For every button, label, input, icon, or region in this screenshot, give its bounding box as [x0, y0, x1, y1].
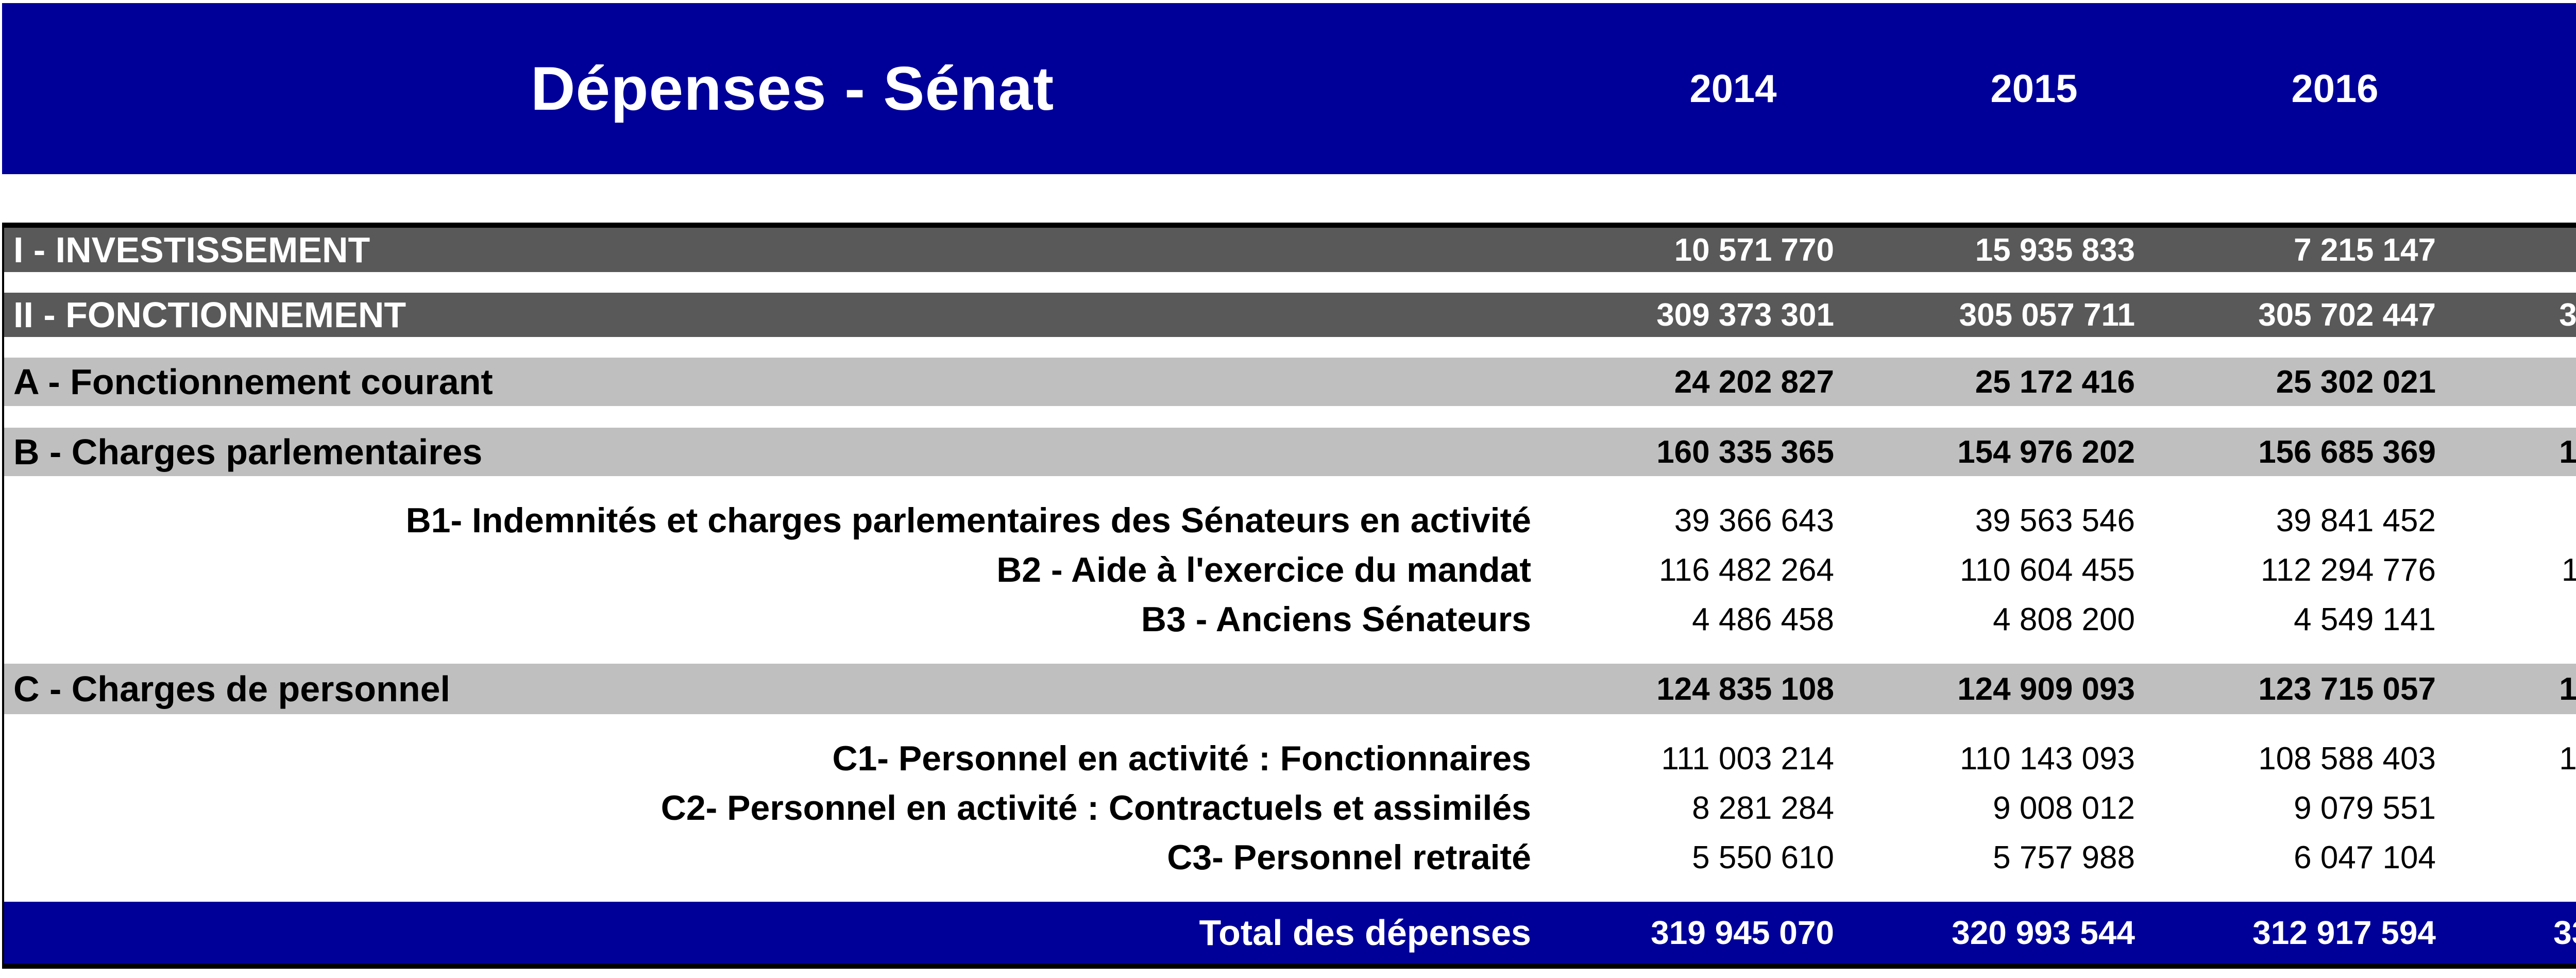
cell-value-2015: 39 563 546 [1975, 502, 2135, 538]
table-row-c3: C3- Personnel retraité 5 550 610 5 757 9… [4, 833, 2576, 882]
cell-value-2015: 124 909 093 [1957, 671, 2135, 707]
cell-value-2017: 40 405 894 [2485, 502, 2576, 539]
cell-value-2017: 309 359 995 [2559, 297, 2576, 333]
cell-value-2016: 156 685 369 [2258, 434, 2436, 470]
cell-value-2015: 5 757 988 [1993, 839, 2135, 875]
table-body: I - INVESTISSEMENT 10 571 770 15 935 833… [2, 223, 2576, 969]
row-label: II - FONCTIONNEMENT [13, 295, 406, 335]
cell-value-2014: 39 366 643 [1674, 502, 1834, 538]
header-body-gap [2, 174, 2576, 223]
cell-value-2014: 319 945 070 [1651, 914, 1834, 951]
sub-rows-b: B1- Indemnités et charges parlementaires… [4, 476, 2576, 664]
cell-value-2015: 15 935 833 [1975, 232, 2135, 268]
cell-value-2014: 124 835 108 [1656, 671, 1834, 707]
cell-value-2017: 9 025 980 [2485, 790, 2576, 827]
cell-value-2015: 110 143 093 [1959, 740, 2135, 777]
cell-value-2017: 6 154 700 [2485, 839, 2576, 876]
cell-value-2015: 110 604 455 [1959, 552, 2135, 588]
cell-value-2016: 108 588 403 [2258, 740, 2436, 777]
cell-value-2017: 23 896 707 [2485, 232, 2576, 268]
cell-value-2014: 4 486 458 [1692, 601, 1834, 637]
table-row-b-charges-parlementaires: B - Charges parlementaires 160 335 365 1… [4, 428, 2576, 476]
cell-value-2016: 25 302 021 [2276, 364, 2436, 400]
row-label: B1- Indemnités et charges parlementaires… [405, 501, 1531, 540]
cell-value-2016: 4 549 141 [2294, 601, 2436, 637]
cell-value-2014: 24 202 827 [1674, 364, 1834, 400]
page-title: Dépenses - Sénat [530, 54, 1055, 123]
row-label: B3 - Anciens Sénateurs [1141, 600, 1531, 639]
cell-value-2015: 4 808 200 [1993, 601, 2135, 637]
table-row-a-fonctionnement-courant: A - Fonctionnement courant 24 202 827 25… [4, 358, 2576, 406]
cell-value-2017: 160 514 344 [2559, 434, 2576, 470]
cell-value-2017: 25 250 756 [2485, 364, 2576, 400]
cell-value-2016: 305 702 447 [2258, 297, 2436, 333]
row-separator [4, 406, 2576, 428]
cell-value-2016: 6 047 104 [2294, 839, 2436, 875]
cell-value-2017: 115 422 794 [2561, 552, 2576, 588]
total-label: Total des dépenses [1199, 913, 1531, 953]
table-header: Dépenses - Sénat 2014 2015 2016 2017 201… [2, 3, 2576, 174]
cell-value-2015: 305 057 711 [1959, 297, 2135, 333]
cell-value-2016: 9 079 551 [2294, 790, 2436, 826]
year-header-2014: 2014 [1689, 66, 1777, 111]
cell-value-2015: 9 008 012 [1993, 790, 2135, 826]
cell-value-2015: 25 172 416 [1975, 364, 2135, 400]
cell-value-2014: 10 571 770 [1674, 232, 1834, 268]
cell-value-2016: 7 215 147 [2294, 232, 2436, 268]
year-header-2016: 2016 [2291, 66, 2379, 111]
cell-value-2015: 154 976 202 [1957, 434, 2135, 470]
row-label: C2- Personnel en activité : Contractuels… [660, 788, 1531, 828]
cell-value-2017: 123 594 894 [2559, 671, 2576, 707]
year-header-2017: 2017 [2485, 66, 2576, 111]
row-label: C1- Personnel en activité : Fonctionnair… [832, 739, 1531, 778]
table-row-fonctionnement: II - FONCTIONNEMENT 309 373 301 305 057 … [4, 293, 2576, 337]
cell-value-2014: 111 003 214 [1661, 740, 1834, 777]
row-label: I - INVESTISSEMENT [13, 230, 370, 270]
row-label: B - Charges parlementaires [13, 432, 483, 472]
table-row-c2: C2- Personnel en activité : Contractuels… [4, 783, 2576, 833]
cell-value-2017: 108 414 214 [2559, 740, 2576, 777]
table-row-b2: B2 - Aide à l'exercice du mandat 116 482… [4, 545, 2576, 595]
table-row-total: Total des dépenses 319 945 070 320 993 5… [4, 902, 2576, 964]
sub-rows-c: C1- Personnel en activité : Fonctionnair… [4, 714, 2576, 902]
cell-value-2015: 320 993 544 [1952, 914, 2135, 951]
table-row-c-charges-de-personnel: C - Charges de personnel 124 835 108 124… [4, 664, 2576, 714]
cell-value-2016: 312 917 594 [2252, 914, 2436, 951]
cell-value-2014: 309 373 301 [1656, 297, 1834, 333]
cell-value-2014: 5 550 610 [1692, 839, 1834, 875]
row-separator [4, 337, 2576, 358]
cell-value-2017: 333 256 702 [2553, 914, 2576, 951]
table-row-investissement: I - INVESTISSEMENT 10 571 770 15 935 833… [4, 228, 2576, 272]
row-separator [4, 272, 2576, 293]
cell-value-2016: 112 294 776 [2260, 552, 2436, 588]
row-label: A - Fonctionnement courant [13, 362, 493, 402]
row-label: C3- Personnel retraité [1167, 838, 1531, 877]
cell-value-2014: 160 335 365 [1656, 434, 1834, 470]
table-row-b3: B3 - Anciens Sénateurs 4 486 458 4 808 2… [4, 595, 2576, 644]
row-label: B2 - Aide à l'exercice du mandat [996, 550, 1531, 589]
cell-value-2014: 8 281 284 [1692, 790, 1834, 826]
table-row-c1: C1- Personnel en activité : Fonctionnair… [4, 734, 2576, 783]
cell-value-2016: 39 841 452 [2276, 502, 2436, 538]
cell-value-2014: 116 482 264 [1658, 552, 1834, 588]
table-row-b1: B1- Indemnités et charges parlementaires… [4, 496, 2576, 545]
cell-value-2016: 123 715 057 [2258, 671, 2436, 707]
year-header-2015: 2015 [1990, 66, 2078, 111]
cell-value-2017: 4 685 657 [2485, 601, 2576, 638]
row-label: C - Charges de personnel [13, 669, 450, 709]
